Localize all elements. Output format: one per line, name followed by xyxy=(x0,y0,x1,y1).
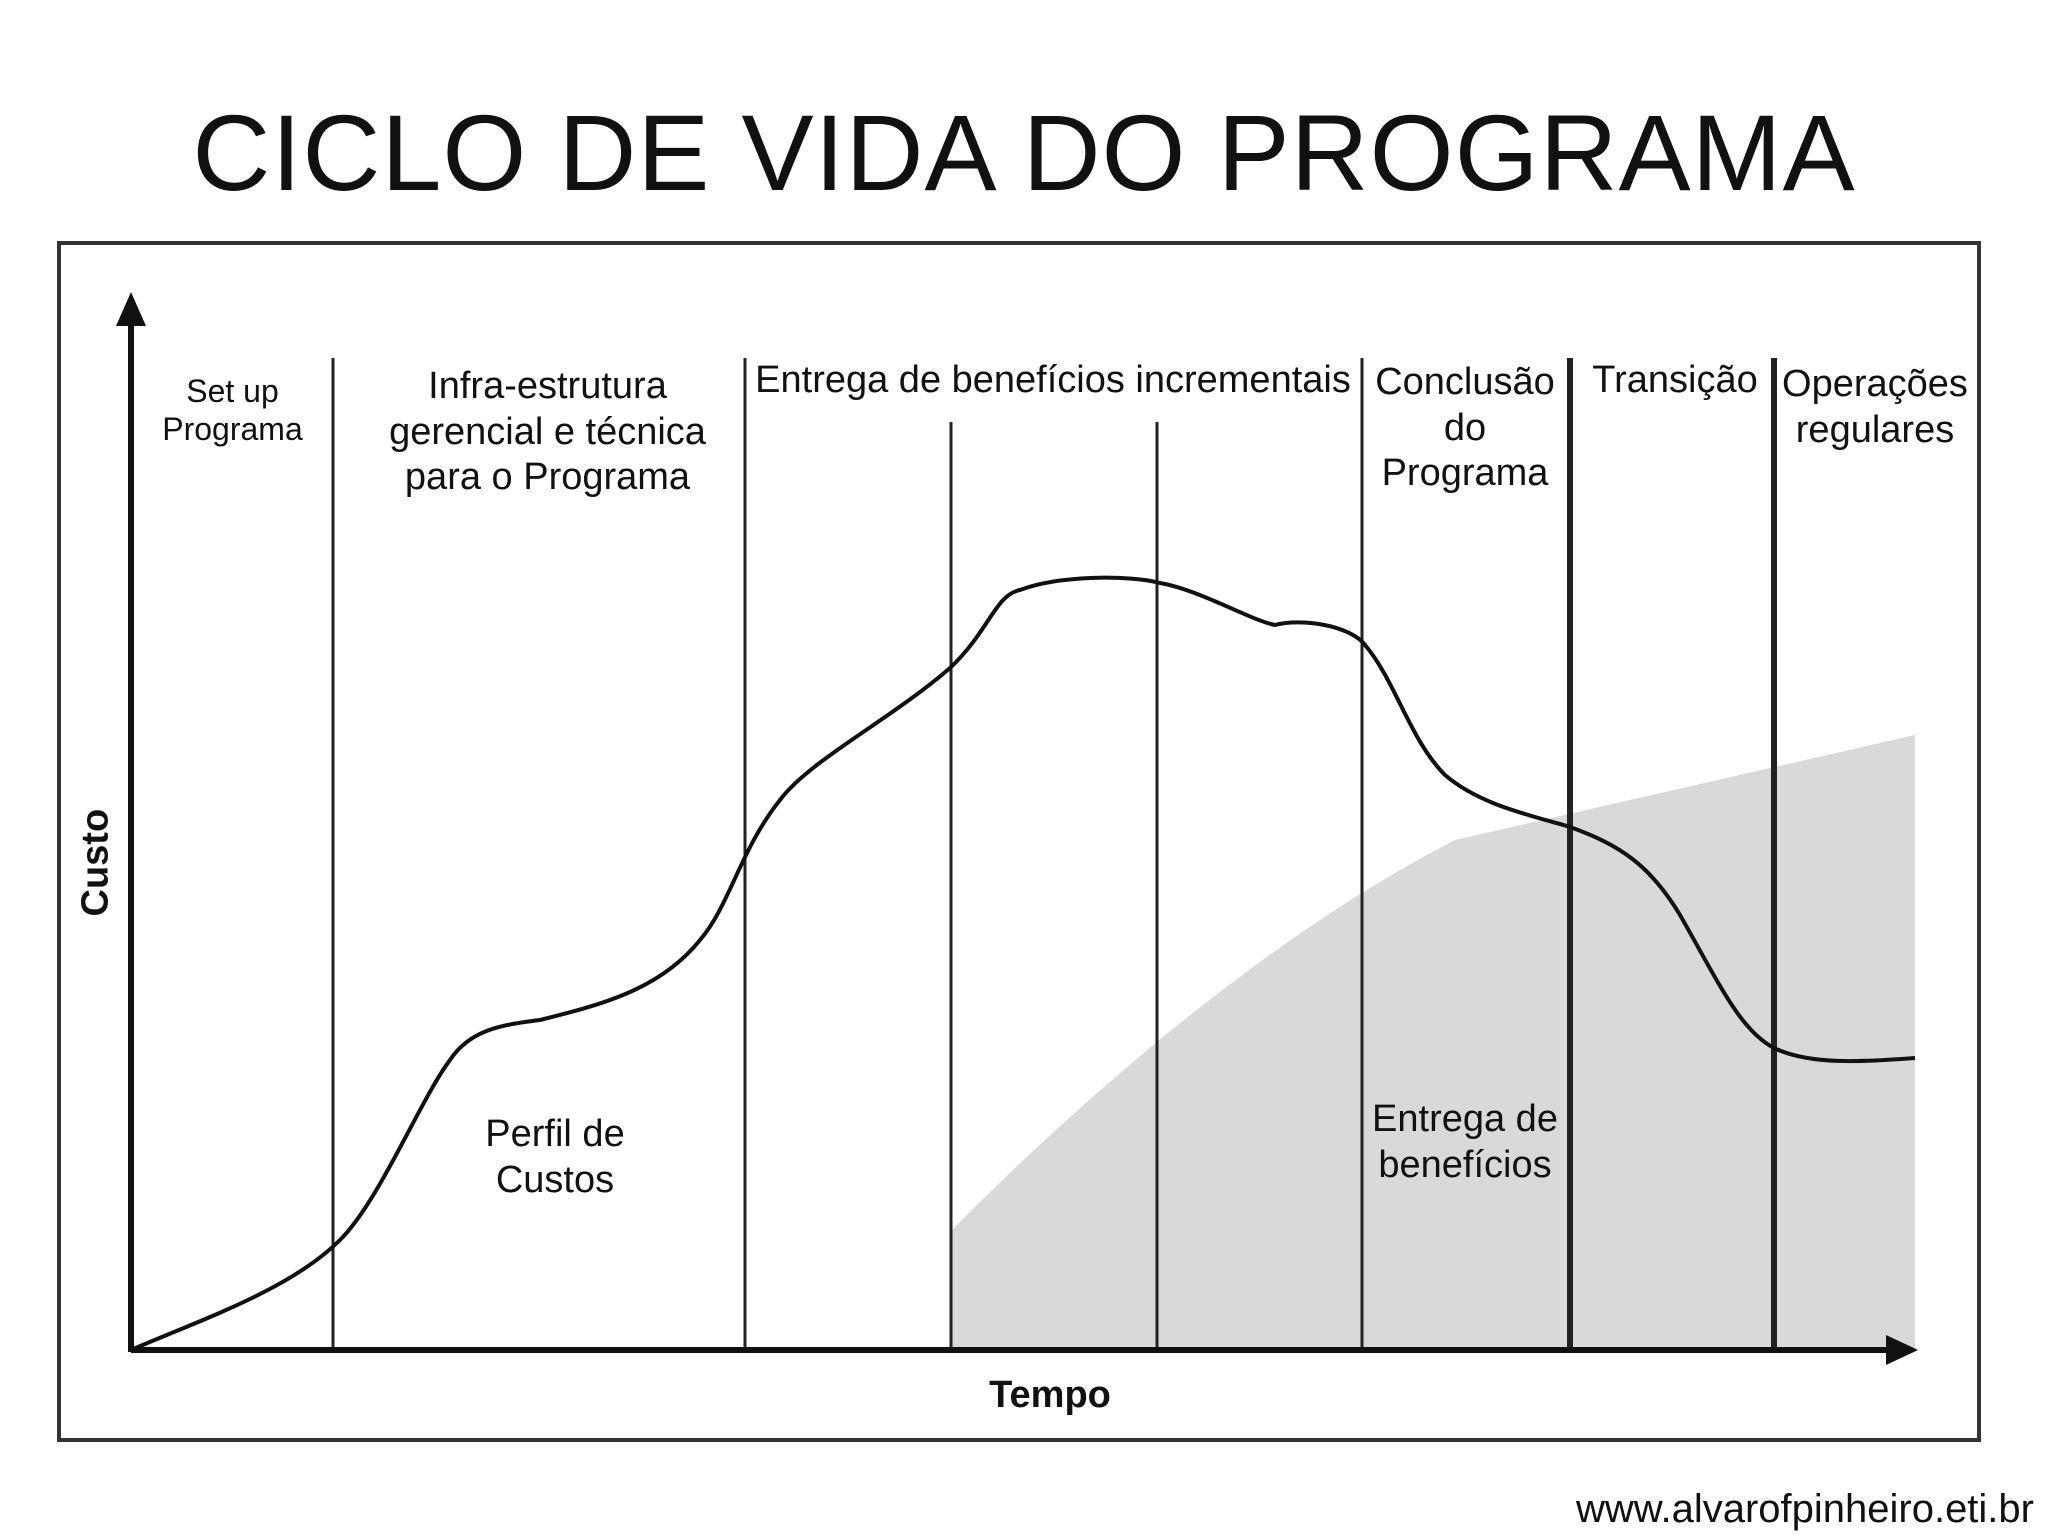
slide-title: CICLO DE VIDA DO PROGRAMA xyxy=(192,92,1856,213)
phase-dividers xyxy=(331,358,1777,1352)
axes xyxy=(116,292,1918,1365)
phase-label-infrastructure: Infra-estrutura gerencial e técnica para o… xyxy=(389,365,706,499)
benefits-area xyxy=(950,735,1915,1350)
y-axis-label: Custo xyxy=(74,808,117,917)
x-axis-arrow-icon xyxy=(1886,1335,1918,1365)
phase-label-setup: Set up Programa xyxy=(162,373,303,448)
y-axis-arrow-icon xyxy=(116,292,146,326)
phase-label-transition: Transição xyxy=(1592,359,1758,401)
x-axis-label: Tempo xyxy=(989,1374,1111,1416)
phase-label-regular-operations: Operações regulares xyxy=(1782,363,1968,451)
benefits-delivery-label: Entrega de benefícios xyxy=(1372,1098,1558,1186)
footer-url: www.alvarofpinheiro.eti.br xyxy=(1576,1487,2034,1531)
cost-curve xyxy=(130,575,1916,1352)
cost-profile-label: Perfil de Custos xyxy=(485,1113,625,1201)
phase-label-incremental-benefits: Entrega de benefícios incrementais xyxy=(755,359,1351,401)
phase-label-closure: Conclusão do Programa xyxy=(1375,361,1555,495)
diagram-frame xyxy=(57,241,1981,1442)
